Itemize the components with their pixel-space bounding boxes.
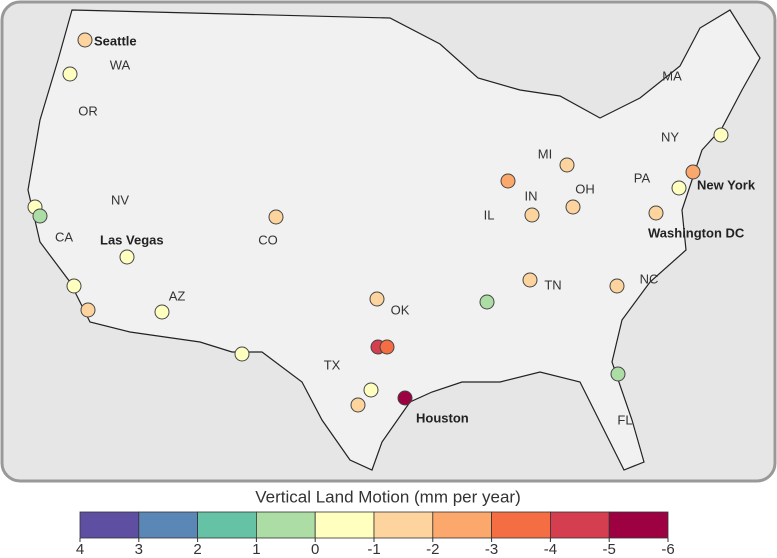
site-point (350, 397, 366, 413)
site-point (77, 32, 93, 48)
site-point (119, 249, 135, 265)
site-point (379, 339, 395, 355)
state-label: OR (78, 103, 98, 118)
site-point (268, 209, 284, 225)
legend-tick-label: 2 (193, 541, 201, 558)
state-label: NY (661, 129, 679, 144)
state-label: WA (110, 57, 131, 72)
site-point (565, 199, 581, 215)
site-point (522, 272, 538, 288)
site-point (685, 164, 701, 180)
site-point (32, 208, 48, 224)
legend-tick-label: 0 (311, 541, 319, 558)
legend-tick-label: -4 (544, 541, 557, 558)
legend-swatch (197, 511, 257, 539)
state-label: MI (538, 146, 552, 161)
site-point (397, 390, 413, 406)
state-label: OH (575, 181, 595, 196)
state-label: IN (525, 188, 538, 203)
legend-swatch (255, 511, 316, 539)
legend-tick-label: -6 (661, 541, 674, 558)
legend-swatch (314, 511, 375, 539)
legend-swatch (373, 511, 434, 539)
legend-swatch (138, 511, 199, 539)
city-label: Las Vegas (100, 232, 164, 247)
site-point (479, 294, 495, 310)
state-label: FL (617, 412, 632, 427)
city-label: New York (697, 177, 756, 192)
site-point (671, 180, 687, 196)
site-point (713, 127, 729, 143)
site-point (524, 207, 540, 223)
legend-tick-label: -1 (367, 541, 380, 558)
state-label: OK (391, 302, 410, 317)
state-label: MA (662, 68, 682, 83)
state-label: NV (111, 192, 129, 207)
site-point (66, 278, 82, 294)
legend-tick-label: 4 (76, 541, 84, 558)
site-point (154, 304, 170, 320)
site-point (363, 382, 379, 398)
state-label: TN (544, 277, 561, 292)
site-point (559, 157, 575, 173)
site-point (369, 291, 385, 307)
legend-swatch (432, 511, 492, 539)
site-point (648, 205, 664, 221)
state-label: IL (484, 207, 495, 222)
legend-swatch (608, 511, 669, 539)
us-outline (27, 9, 761, 471)
legend-tick-label: 3 (135, 541, 143, 558)
legend-tick-label: 1 (252, 541, 260, 558)
site-point (62, 66, 78, 82)
legend-swatch (550, 511, 610, 539)
state-label: AZ (169, 288, 186, 303)
site-point (80, 302, 96, 318)
legend-swatch (491, 511, 551, 539)
state-label: CA (55, 229, 73, 244)
site-point (500, 173, 516, 189)
state-label: CO (258, 232, 278, 247)
state-label: PA (634, 170, 651, 185)
state-label: NC (640, 271, 659, 286)
city-label: Houston (416, 410, 469, 425)
legend-tick-label: -2 (426, 541, 439, 558)
legend-swatch (79, 511, 140, 539)
site-point (610, 366, 626, 382)
city-label: Seattle (94, 33, 137, 48)
legend-title: Vertical Land Motion (mm per year) (255, 487, 521, 506)
legend-tick-label: -5 (603, 541, 616, 558)
city-label: Washington DC (648, 225, 745, 240)
legend-tick-label: -3 (485, 541, 498, 558)
state-label: TX (324, 357, 341, 372)
site-point (234, 346, 250, 362)
labels: WA OR CA NV AZ CO TX OK IL IN MI OH TN N… (55, 33, 756, 506)
site-point (609, 278, 625, 294)
